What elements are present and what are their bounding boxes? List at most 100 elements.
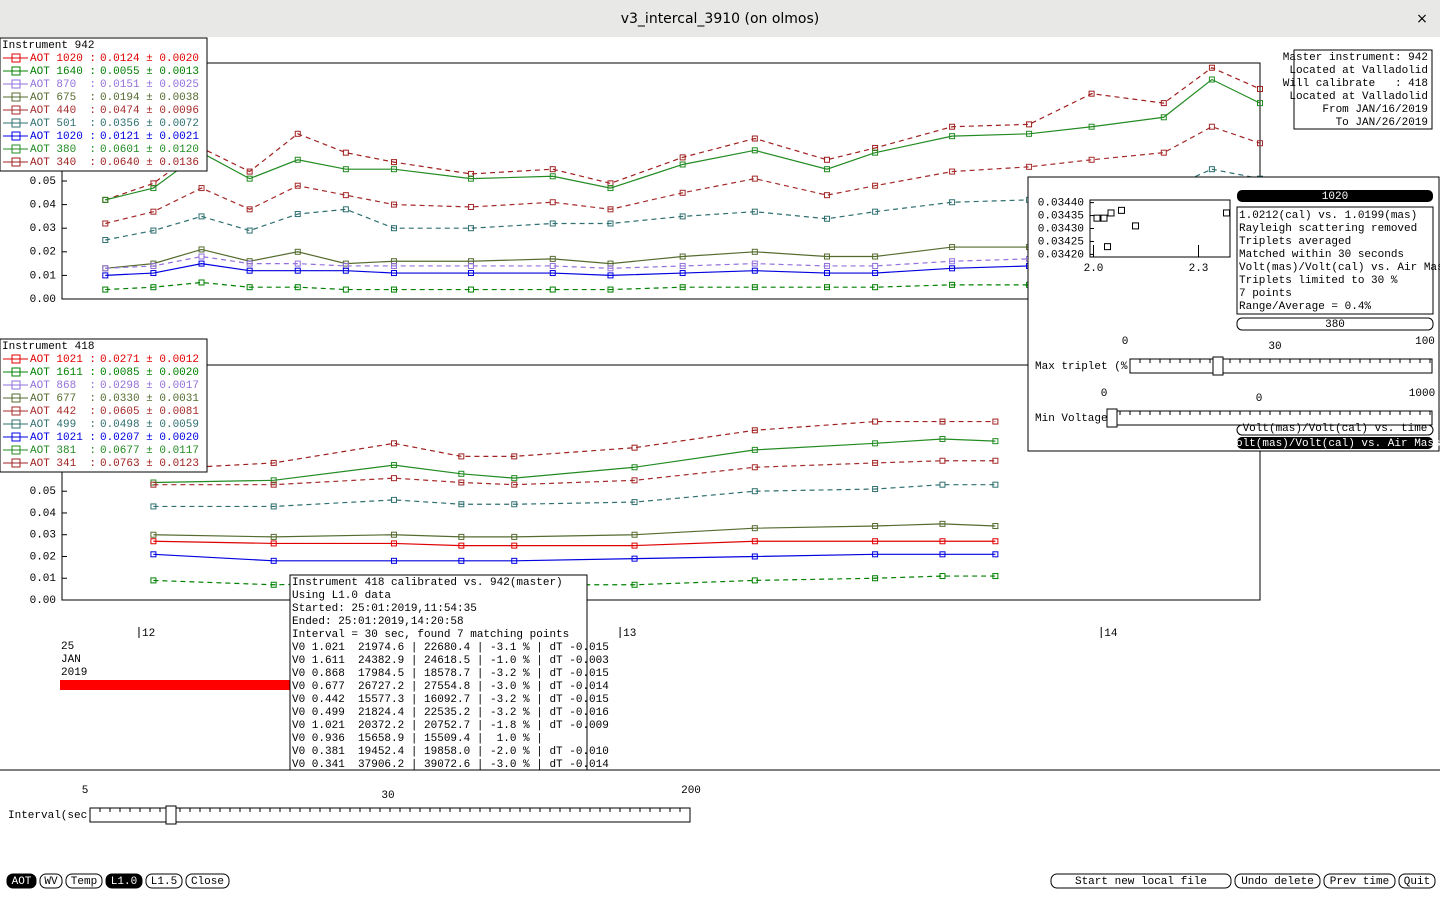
list-footer-label[interactable]: 380 [1325,319,1345,331]
point [246,175,253,182]
info-line: Matched within 30 seconds [1239,249,1404,261]
close-window[interactable]: × [1416,11,1428,27]
point [679,154,686,161]
button-label[interactable]: Temp [71,876,97,888]
inset-point [1132,222,1139,230]
list-header-label[interactable]: 1020 [1322,191,1348,203]
legend-marker [11,79,21,89]
legend-marker [11,393,21,403]
point [511,557,518,564]
button-label[interactable]: L1.5 [151,876,177,888]
point [511,453,518,460]
date-label: 25 [61,641,74,653]
legend-marker [11,105,21,115]
list-header[interactable] [1237,190,1433,202]
mode-button-selected[interactable] [1237,437,1433,449]
date-label: 2019 [61,667,87,679]
point [939,418,946,425]
info-line: Volt(mas)/Volt(cal) vs. Air Mass [1239,262,1440,274]
point [992,573,999,580]
window-title: v3_intercal_3910 (on olmos) [621,11,820,27]
legend-value: 0.0601 ± 0.0120 [100,144,199,156]
series-line [153,523,996,538]
inset-x-label: 2.0 [1084,263,1104,275]
series-line [105,78,1261,201]
slider-track[interactable] [1129,358,1433,374]
legend-marker [11,458,21,468]
point [102,196,109,203]
button[interactable] [1234,873,1321,889]
mode-label[interactable]: Volt(mas)/Volt(cal) vs. time [1243,423,1428,435]
point [270,581,277,588]
button[interactable] [145,873,183,889]
point [631,531,638,538]
point [198,260,205,267]
button[interactable] [1323,873,1396,889]
button[interactable] [105,873,143,889]
button-label[interactable]: AOT [12,876,32,888]
point [939,457,946,464]
point [549,220,556,227]
mode-label[interactable]: Volt(mas)/Volt(cal) vs. Air Mass [1229,438,1440,450]
point [992,438,999,445]
slider-thumb[interactable] [1106,408,1118,428]
report-line: Started: 25:01:2019,11:54:35 [292,603,477,615]
slider-thumb[interactable] [1212,356,1224,376]
point [872,459,879,466]
legend-value: 0.0121 ± 0.0021 [100,131,199,143]
button-label[interactable]: Start new local file [1075,876,1207,888]
mode-button[interactable] [1236,424,1434,436]
legend-marker [11,445,21,455]
info-line: 1.0212(cal) vs. 1.0199(mas) [1239,210,1417,222]
series-line [153,553,996,562]
point [458,470,465,477]
point [342,192,349,199]
point [1088,156,1095,163]
button-label[interactable]: Undo delete [1241,876,1314,888]
legend-value: 0.0605 ± 0.0081 [100,406,199,418]
slider-thumb[interactable] [165,805,177,825]
button-label[interactable]: Prev time [1330,876,1389,888]
list-footer[interactable] [1236,317,1434,331]
plot-frame [61,364,1261,601]
inset-point [1223,209,1230,217]
point [246,206,253,213]
button-label[interactable]: L1.0 [111,876,137,888]
legend-marker [11,131,21,141]
point [823,262,830,269]
master-info: Will calibrate : 418 [1283,78,1428,90]
legend-marker [11,144,21,154]
report-line: Ended: 25:01:2019,14:20:58 [292,616,464,628]
button-label[interactable]: WV [44,876,58,888]
point [150,270,157,277]
point [198,279,205,286]
legend-value: 0.0124 ± 0.0020 [100,53,199,65]
legend-marker [11,157,21,167]
point [390,531,397,538]
point [992,538,999,545]
point [872,253,879,260]
point [679,161,686,168]
legend-marker [11,66,21,76]
button[interactable] [39,873,63,889]
point [751,175,758,182]
button[interactable] [65,873,103,889]
button[interactable] [1398,873,1436,889]
button-label[interactable]: Quit [1404,876,1430,888]
point [102,265,109,272]
y-tick-label: 0.00 [30,595,56,607]
point [992,481,999,488]
legend-marker [11,419,21,429]
point [342,149,349,156]
report-line: Instrument 418 calibrated vs. 942(master… [292,577,563,589]
button[interactable] [1050,873,1232,889]
legend-label: AOT 1021 : [30,354,96,366]
button[interactable] [185,873,230,889]
point [467,286,474,293]
y-tick-label: 0.03 [30,223,56,235]
point [949,168,956,175]
button[interactable] [6,873,37,889]
legend-value: 0.0677 ± 0.0117 [100,445,199,457]
button-label[interactable]: Close [191,876,224,888]
